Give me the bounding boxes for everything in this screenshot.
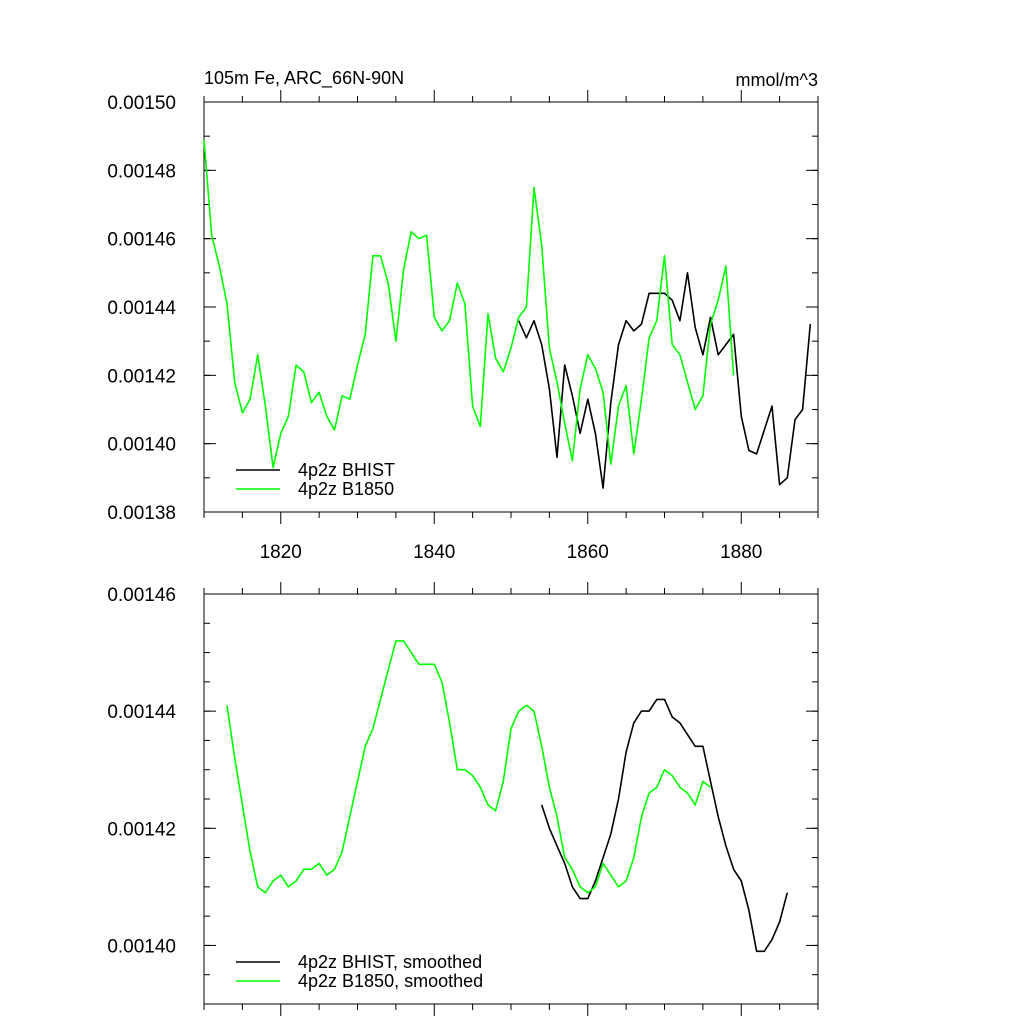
bottom-y-tick-label: 0.00146 [107,585,176,606]
top-y-tick-label: 0.00148 [107,161,176,182]
top-chart-title: 105m Fe, ARC_66N-90N [204,68,404,89]
top-x-tick-label: 1880 [720,542,762,563]
top-x-tick-label: 1820 [260,542,302,563]
top-y-tick-label: 0.00144 [107,298,176,319]
top-chart-panel: 105m Fe, ARC_66N-90N mmol/m^3 0.00138 0.0… [107,68,819,563]
bottom-plot-frame [203,593,819,1005]
top-y-tick-label: 0.00150 [107,93,176,114]
top-y-tick-label: 0.00140 [107,435,176,456]
bottom-chart-panel: 0.00140 0.00142 0.00144 0.00146 4p2z BHIST, … [107,582,819,1016]
top-plot-frame [203,101,819,513]
top-y-tick-label: 0.00142 [107,366,176,387]
top-x-tick-label: 1840 [413,542,455,563]
bottom-series-line-bhist [540,698,789,953]
bottom-y-tick-label: 0.00142 [107,819,176,840]
top-series-line-b1850 [203,139,735,469]
top-series-line-bhist [517,271,812,489]
bottom-y-tick-label: 0.00140 [107,936,176,957]
bottom-y-tick-label: 0.00144 [107,702,176,723]
bottom-legend-label: 4p2z BHIST, smoothed [298,952,482,972]
top-legend-label: 4p2z BHIST [298,460,395,480]
bottom-legend-label: 4p2z B1850, smoothed [298,971,483,991]
top-x-tick-label: 1860 [567,542,609,563]
top-y-tick-label: 0.00146 [107,230,176,251]
bottom-series-line-b1850 [226,640,711,894]
top-chart-units: mmol/m^3 [736,70,818,90]
top-legend-label: 4p2z B1850 [298,479,394,499]
top-y-tick-label: 0.00138 [107,503,176,524]
